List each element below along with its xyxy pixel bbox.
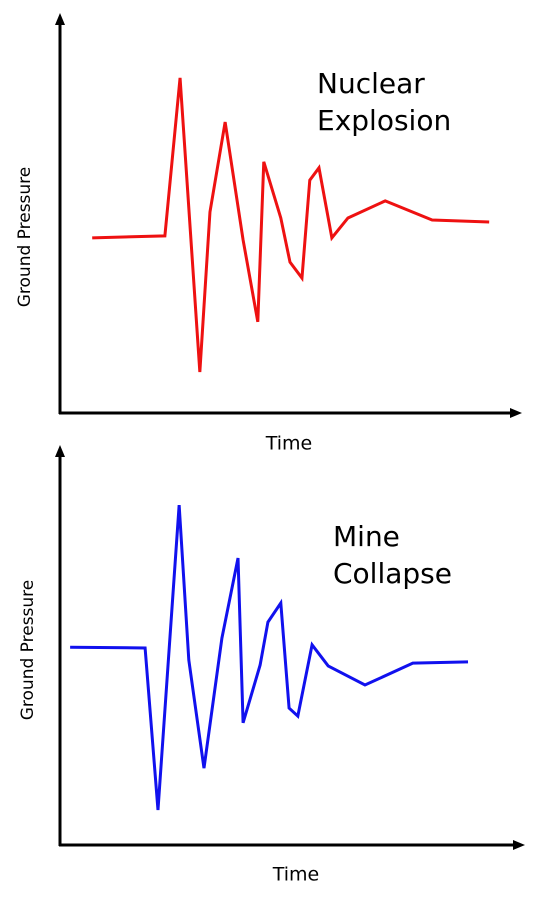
x-axis-arrow — [510, 408, 522, 418]
annotation: Nuclear — [317, 67, 425, 100]
y-axis-arrow — [55, 445, 65, 457]
y-axis-label: Ground Pressure — [18, 580, 38, 721]
annotation: Collapse — [333, 557, 452, 590]
x-axis-label: Time — [265, 433, 313, 455]
annotation: Mine — [333, 520, 400, 553]
x-axis-label: Time — [272, 864, 320, 886]
annotation: Explosion — [317, 104, 451, 137]
x-axis-arrow — [513, 840, 525, 850]
signal-line — [70, 505, 469, 811]
y-axis-label: Ground Pressure — [15, 167, 35, 308]
y-axis-arrow — [55, 13, 65, 25]
signal-line — [92, 77, 490, 373]
